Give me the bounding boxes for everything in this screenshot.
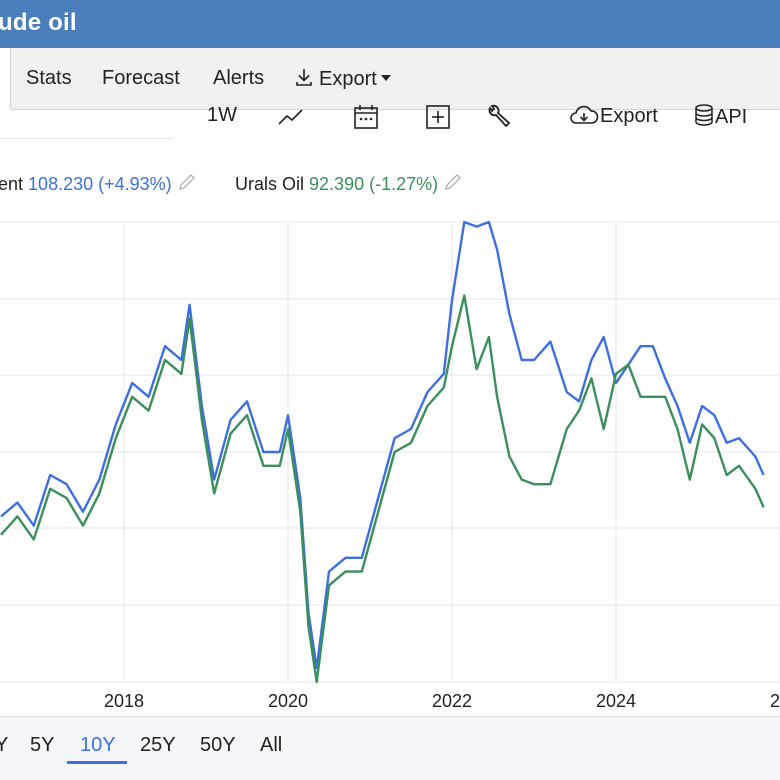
wrench-icon[interactable] <box>486 104 512 130</box>
x-tick-label: 2020 <box>268 691 308 711</box>
tab-bar: Stats Forecast Alerts Export <box>10 48 780 110</box>
cloud-download-icon <box>570 105 599 124</box>
add-icon[interactable] <box>425 104 451 130</box>
x-axis: 2018 2020 2022 2024 20 <box>104 691 780 711</box>
legend-urals-value: 92.390 <box>309 174 365 194</box>
interval-1w[interactable]: 1W <box>207 104 237 126</box>
range-10y[interactable]: 10Y <box>80 734 116 756</box>
title-bar: ude oil <box>0 0 780 48</box>
download-icon <box>296 69 312 86</box>
tab-export-label: Export <box>319 68 377 90</box>
range-selector: Y 5Y 10Y 25Y 50Y All <box>0 716 780 780</box>
tab-stats[interactable]: Stats <box>26 67 72 89</box>
legend-urals: Urals Oil 92.390 (-1.27%) <box>235 174 463 195</box>
api-button[interactable]: API <box>693 104 747 129</box>
x-tick-label: 20 <box>770 691 780 711</box>
line-chart-icon[interactable] <box>277 106 305 128</box>
series-line-brent <box>0 220 765 670</box>
active-range-indicator <box>67 761 127 764</box>
range-y[interactable]: Y <box>0 734 9 756</box>
legend-urals-change: (-1.27%) <box>369 174 439 194</box>
tab-alerts[interactable]: Alerts <box>213 67 265 89</box>
pencil-icon[interactable] <box>443 174 463 192</box>
pencil-icon[interactable] <box>177 174 197 192</box>
legend-brent-value: 108.230 <box>28 174 94 194</box>
price-chart[interactable]: 2018 2020 2022 2024 20 <box>0 210 780 715</box>
legend-brent-change: (+4.93%) <box>98 174 172 194</box>
toolbar-divider <box>0 138 172 139</box>
page-title: ude oil <box>0 9 77 36</box>
x-tick-label: 2018 <box>104 691 144 711</box>
range-all[interactable]: All <box>260 734 283 756</box>
chart-series <box>0 220 765 684</box>
series-line-urals <box>0 294 765 684</box>
export-button[interactable]: Export <box>568 104 658 128</box>
calendar-icon[interactable] <box>353 104 379 130</box>
x-tick-label: 2022 <box>432 691 472 711</box>
range-5y[interactable]: 5Y <box>30 734 55 756</box>
legend-urals-name: Urals Oil <box>235 174 305 194</box>
tab-export[interactable]: Export <box>294 67 391 91</box>
database-icon <box>695 104 713 126</box>
chevron-down-icon <box>380 75 391 81</box>
range-25y[interactable]: 25Y <box>140 734 176 756</box>
export-label: Export <box>600 105 658 127</box>
x-tick-label: 2024 <box>596 691 636 711</box>
legend-brent-name: ent <box>0 174 24 194</box>
legend-brent: ent 108.230 (+4.93%) <box>0 174 197 195</box>
api-label: API <box>715 106 748 128</box>
range-50y[interactable]: 50Y <box>200 734 236 756</box>
tab-forecast[interactable]: Forecast <box>102 67 180 89</box>
